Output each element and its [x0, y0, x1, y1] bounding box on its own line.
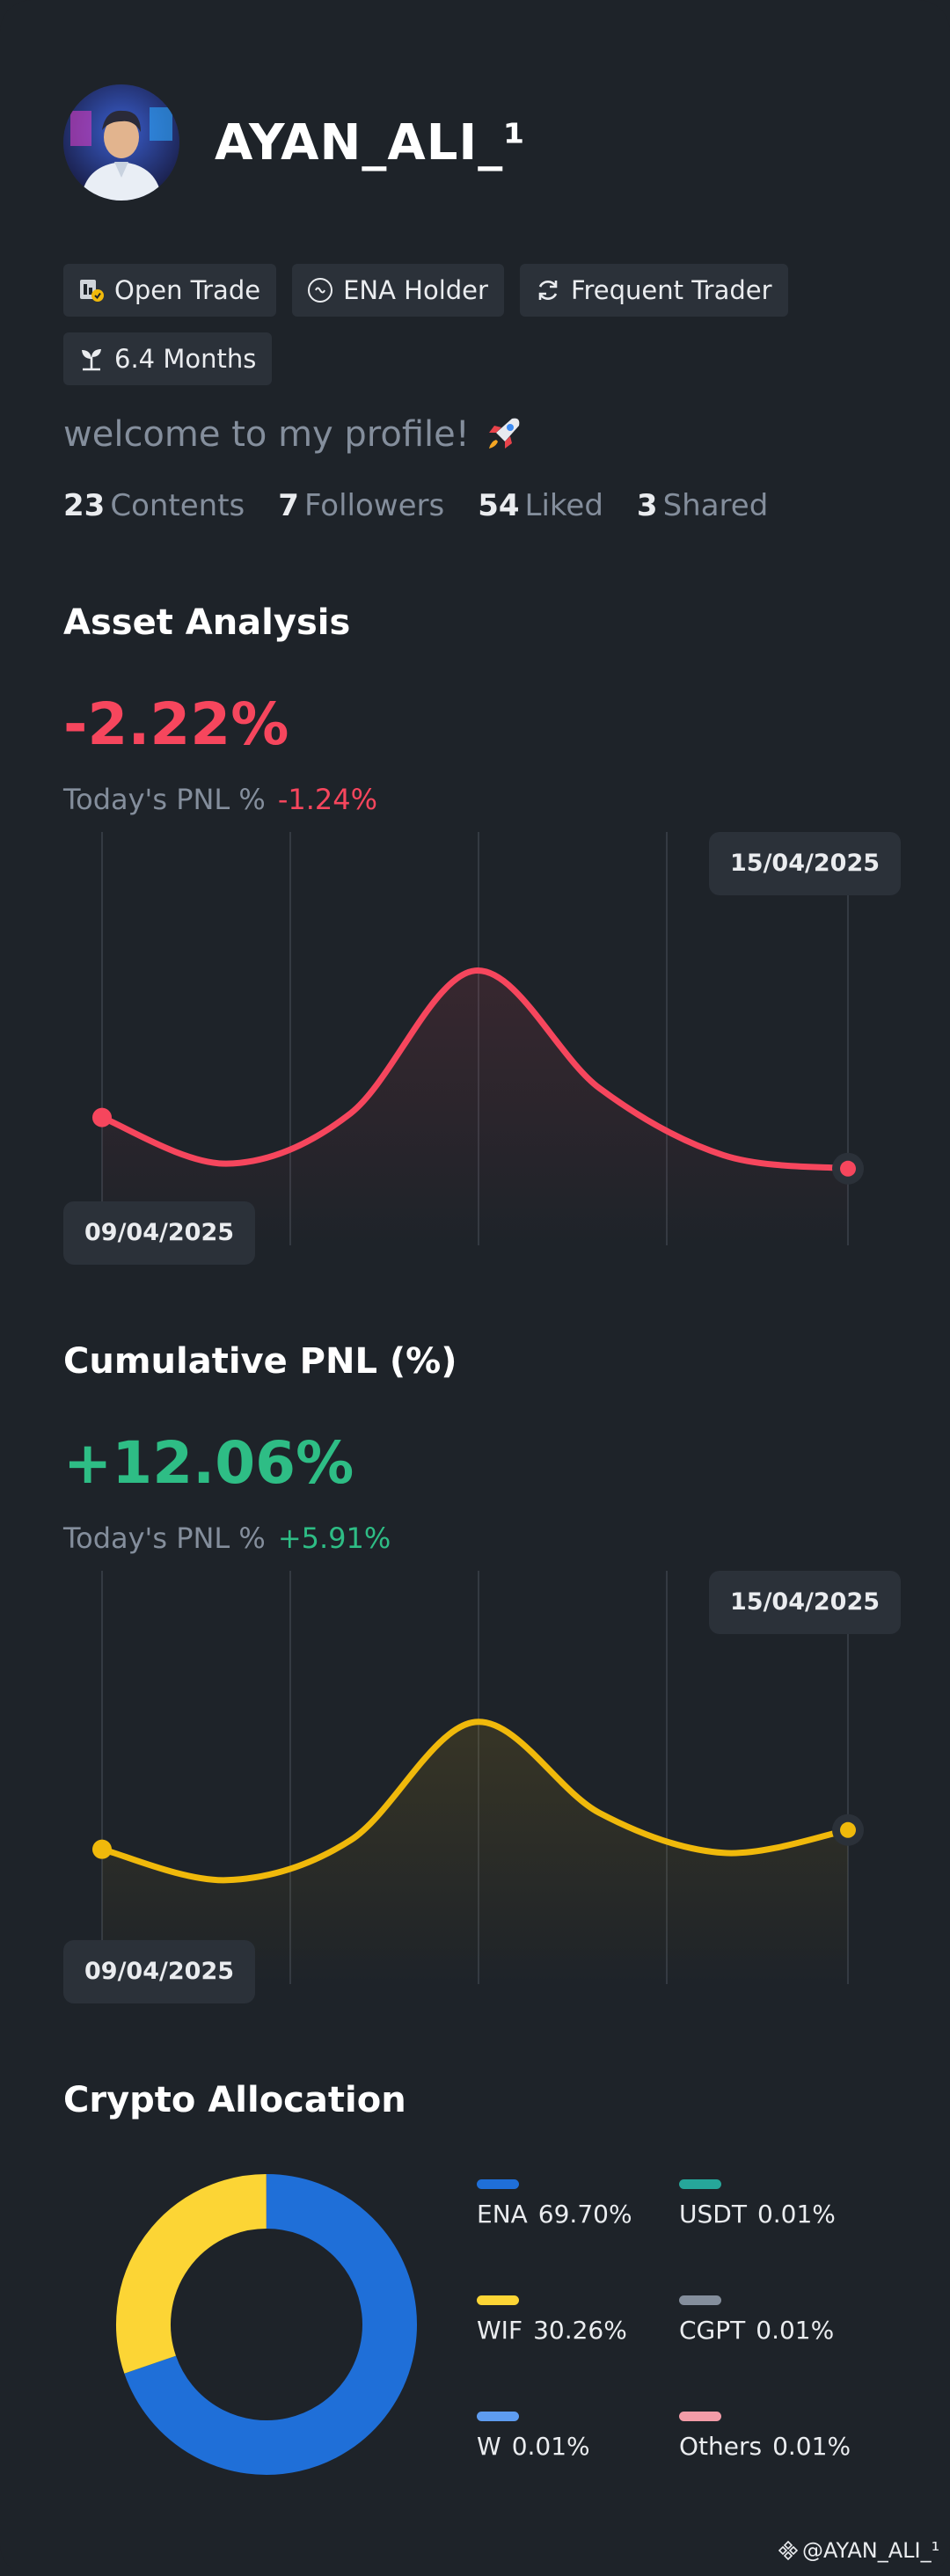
stat-followers[interactable]: 7 Followers [278, 488, 444, 523]
swap-icon [538, 281, 558, 300]
legend-percent: 0.01% [756, 2316, 835, 2345]
badge-list: Open Trade ENA Holder Frequent Trader [63, 264, 855, 401]
legend-item-wif[interactable]: WIF 30.26% [477, 2295, 638, 2345]
badge-label: ENA Holder [343, 275, 488, 305]
badge-label: 6.4 Months [114, 344, 257, 374]
series-area [102, 1721, 848, 1984]
legend-percent: 30.26% [533, 2316, 627, 2345]
open-trade-icon [80, 280, 104, 302]
cumulative-pnl-value: +12.06% [63, 1429, 354, 1497]
bio-text: welcome to my profile! [63, 414, 470, 455]
binance-logo-icon [778, 2540, 799, 2561]
legend-item-w[interactable]: W 0.01% [477, 2412, 601, 2461]
cumulative-pnl-chart[interactable] [63, 1571, 887, 1993]
stat-value: 54 [478, 488, 520, 523]
start-date-tooltip: 09/04/2025 [63, 1201, 256, 1265]
stat-label: Shared [662, 488, 769, 523]
stat-contents[interactable]: 23 Contents [63, 488, 245, 523]
allocation-legend: ENA 69.70% USDT 0.01% WIF 30.26% CGPT 0.01% … [477, 2179, 917, 2478]
series-area [102, 970, 848, 1245]
legend-name: Others [679, 2432, 763, 2461]
allocation-donut-chart[interactable] [113, 2171, 420, 2478]
badge-frequent-trader[interactable]: Frequent Trader [519, 264, 788, 317]
legend-swatch [679, 2412, 721, 2421]
profile-bio: welcome to my profile! [63, 413, 524, 456]
badge-label: Open Trade [114, 275, 261, 305]
ena-coin-icon [308, 278, 333, 303]
crypto-allocation-title: Crypto Allocation [63, 2080, 406, 2120]
watermark: @AYAN_ALI_¹ [778, 2538, 939, 2563]
end-point [840, 1160, 856, 1177]
legend-item-cgpt[interactable]: CGPT 0.01% [679, 2295, 844, 2345]
profile-stats: 23 Contents 7 Followers 54 Liked 3 Shared [63, 488, 801, 523]
rocket-icon [488, 418, 520, 449]
legend-swatch [477, 2412, 519, 2421]
series-line [99, 967, 851, 1172]
end-point [840, 1821, 856, 1838]
cumulative-pnl-title: Cumulative PNL (%) [63, 1341, 457, 1382]
legend-swatch [477, 2179, 519, 2189]
asset-analysis-title: Asset Analysis [63, 602, 351, 643]
badge-ena-holder[interactable]: ENA Holder [292, 264, 504, 317]
badge-months[interactable]: 6.4 Months [63, 332, 273, 385]
legend-swatch [679, 2295, 721, 2305]
today-pnl-value: +5.91% [277, 1522, 391, 1555]
donut-slice-wif [116, 2174, 267, 2374]
end-date-tooltip: 15/04/2025 [709, 1571, 902, 1634]
legend-item-others[interactable]: Others 0.01% [679, 2412, 861, 2461]
badge-label: Frequent Trader [570, 275, 772, 305]
stat-label: Liked [524, 488, 603, 523]
legend-swatch [477, 2295, 519, 2305]
series-line [99, 1719, 851, 1884]
avatar[interactable] [63, 84, 179, 201]
legend-name: CGPT [679, 2316, 746, 2345]
legend-item-usdt[interactable]: USDT 0.01% [679, 2179, 846, 2229]
username: AYAN_ALI_¹ [215, 113, 526, 171]
badge-open-trade[interactable]: Open Trade [63, 264, 277, 317]
legend-percent: 0.01% [511, 2432, 590, 2461]
cumulative-today-pnl: Today's PNL % +5.91% [63, 1522, 391, 1555]
start-point [92, 1107, 112, 1127]
legend-percent: 69.70% [537, 2200, 632, 2229]
stat-value: 23 [63, 488, 106, 523]
profile-header: AYAN_ALI_¹ [63, 84, 526, 201]
legend-name: ENA [477, 2200, 528, 2229]
stat-shared[interactable]: 3 Shared [637, 488, 768, 523]
sprout-icon [82, 349, 101, 371]
donut-slice-ena [124, 2174, 417, 2475]
end-date-tooltip: 15/04/2025 [709, 832, 902, 895]
asset-analysis-value: -2.22% [63, 690, 289, 758]
stat-value: 7 [278, 488, 299, 523]
watermark-text: @AYAN_ALI_¹ [802, 2538, 940, 2563]
stat-label: Contents [110, 488, 245, 523]
legend-name: WIF [477, 2316, 523, 2345]
start-point [92, 1839, 112, 1859]
stat-label: Followers [303, 488, 445, 523]
stat-value: 3 [636, 488, 658, 523]
today-pnl-label: Today's PNL % [63, 783, 266, 816]
asset-today-pnl: Today's PNL % -1.24% [63, 783, 377, 816]
asset-analysis-chart[interactable] [63, 832, 887, 1254]
legend-percent: 0.01% [772, 2432, 851, 2461]
today-pnl-value: -1.24% [277, 783, 378, 816]
legend-name: USDT [679, 2200, 747, 2229]
start-date-tooltip: 09/04/2025 [63, 1940, 256, 2003]
stat-liked[interactable]: 54 Liked [478, 488, 603, 523]
legend-item-ena[interactable]: ENA 69.70% [477, 2179, 643, 2229]
legend-percent: 0.01% [756, 2200, 836, 2229]
today-pnl-label: Today's PNL % [63, 1522, 266, 1555]
legend-name: W [477, 2432, 501, 2461]
legend-swatch [679, 2179, 721, 2189]
